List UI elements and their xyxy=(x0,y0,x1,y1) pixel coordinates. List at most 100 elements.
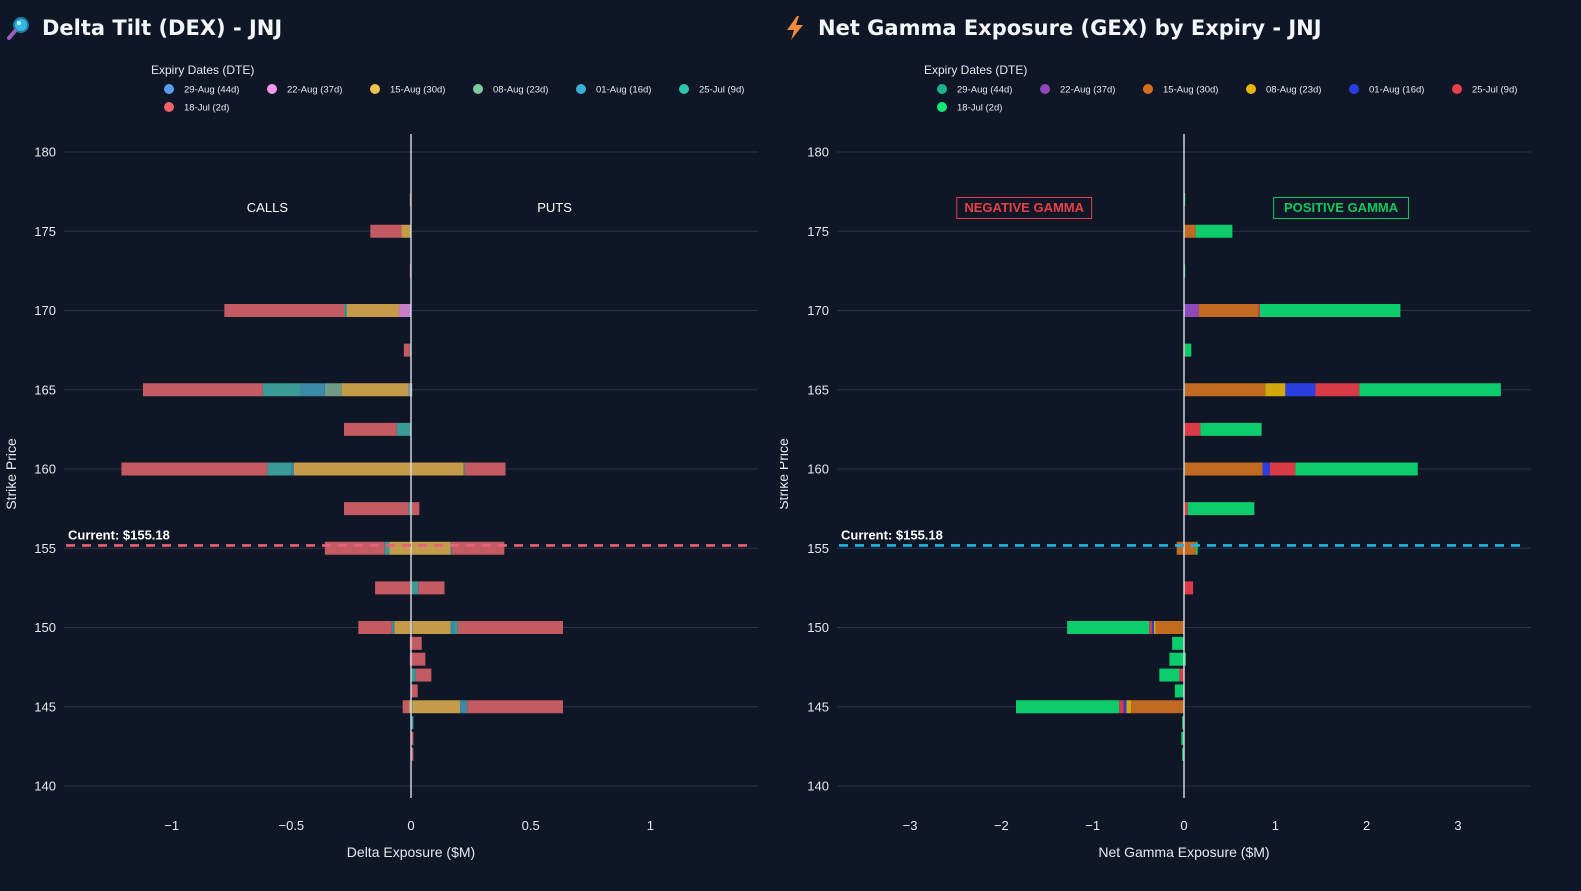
strike-bar-stack[interactable] xyxy=(142,383,413,397)
bar-segment[interactable] xyxy=(403,343,410,357)
bar-segment[interactable] xyxy=(411,502,420,516)
legend-item[interactable]: 25-Jul (9d) xyxy=(1452,84,1517,96)
bar-segment[interactable] xyxy=(262,383,301,397)
bar-segment[interactable] xyxy=(1149,621,1153,634)
bar-segment[interactable] xyxy=(401,224,411,238)
strike-bar-stack[interactable] xyxy=(1184,343,1192,357)
bar-segment[interactable] xyxy=(1172,636,1184,650)
bar-segment[interactable] xyxy=(411,731,414,745)
strike-bar-stack[interactable] xyxy=(1184,581,1194,595)
bar-segment[interactable] xyxy=(343,422,397,436)
legend-item[interactable]: 18-Jul (2d) xyxy=(937,102,1002,114)
strike-bar-stack[interactable] xyxy=(375,581,445,595)
bar-segment[interactable] xyxy=(451,541,505,555)
legend-item[interactable]: 08-Aug (23d) xyxy=(473,84,548,96)
bar-segment[interactable] xyxy=(1184,383,1266,397)
bar-segment[interactable] xyxy=(1184,502,1188,516)
bar-segment[interactable] xyxy=(466,700,468,714)
strike-bar-stack[interactable] xyxy=(411,684,418,698)
bar-segment[interactable] xyxy=(412,621,451,634)
bar-segment[interactable] xyxy=(411,747,414,761)
bar-segment[interactable] xyxy=(1159,668,1180,682)
bar-segment[interactable] xyxy=(1265,383,1286,397)
strike-bar-stack[interactable] xyxy=(1182,716,1184,730)
bar-segment[interactable] xyxy=(415,668,432,682)
bar-segment[interactable] xyxy=(1067,621,1150,634)
bar-segment[interactable] xyxy=(457,621,563,634)
bar-segment[interactable] xyxy=(1184,224,1196,238)
bar-segment[interactable] xyxy=(121,462,268,476)
bar-segment[interactable] xyxy=(1184,343,1192,357)
bar-segment[interactable] xyxy=(375,581,411,595)
legend-item[interactable]: 01-Aug (16d) xyxy=(576,84,651,96)
strike-bar-stack[interactable] xyxy=(1015,700,1184,714)
bar-segment[interactable] xyxy=(1015,700,1120,714)
strike-bar-stack[interactable] xyxy=(224,304,411,317)
bar-segment[interactable] xyxy=(464,462,506,476)
strike-bar-stack[interactable] xyxy=(343,422,411,436)
bar-segment[interactable] xyxy=(358,621,392,634)
gex-chart[interactable]: Expiry Dates (DTE) 29-Aug (44d) 22-Aug (37… xyxy=(780,0,1581,891)
bar-segment[interactable] xyxy=(345,304,347,317)
bar-segment[interactable] xyxy=(341,383,409,397)
strike-bar-stack[interactable] xyxy=(324,541,505,555)
bar-segment[interactable] xyxy=(408,502,411,516)
bar-segment[interactable] xyxy=(411,636,422,650)
bar-segment[interactable] xyxy=(394,621,411,634)
bar-segment[interactable] xyxy=(291,462,294,476)
bar-segment[interactable] xyxy=(411,668,416,682)
bar-segment[interactable] xyxy=(411,652,426,666)
bar-segment[interactable] xyxy=(1126,700,1132,714)
bar-segment[interactable] xyxy=(293,462,411,476)
bar-segment[interactable] xyxy=(1184,541,1196,555)
bar-segment[interactable] xyxy=(411,716,414,730)
strike-bar-stack[interactable] xyxy=(1184,383,1501,397)
bar-segment[interactable] xyxy=(1152,621,1154,634)
legend-item[interactable]: 15-Aug (30d) xyxy=(370,84,445,96)
dex-chart[interactable]: Expiry Dates (DTE) 29-Aug (44d) 22-Aug (37… xyxy=(0,0,780,891)
bar-segment[interactable] xyxy=(142,383,263,397)
bar-segment[interactable] xyxy=(391,621,395,634)
strike-bar-stack[interactable] xyxy=(1182,747,1184,761)
bar-segment[interactable] xyxy=(1285,383,1316,397)
bar-segment[interactable] xyxy=(1153,621,1156,634)
bar-segment[interactable] xyxy=(396,422,411,436)
bar-segment[interactable] xyxy=(411,541,451,555)
bar-segment[interactable] xyxy=(1184,304,1199,317)
bar-segment[interactable] xyxy=(1184,581,1194,595)
strike-bar-stack[interactable] xyxy=(402,700,563,714)
bar-segment[interactable] xyxy=(402,700,409,714)
bar-segment[interactable] xyxy=(1195,224,1233,238)
strike-bar-stack[interactable] xyxy=(411,668,432,682)
bar-segment[interactable] xyxy=(408,383,411,397)
bar-segment[interactable] xyxy=(450,541,452,555)
strike-bar-stack[interactable] xyxy=(1184,502,1255,516)
strike-bar-stack[interactable] xyxy=(1067,621,1184,634)
bar-segment[interactable] xyxy=(411,462,464,476)
bar-segment[interactable] xyxy=(408,700,411,714)
bar-segment[interactable] xyxy=(1181,731,1184,745)
legend-item[interactable]: 25-Jul (9d) xyxy=(679,84,744,96)
bar-segment[interactable] xyxy=(1359,383,1501,397)
bar-segment[interactable] xyxy=(1184,422,1201,436)
bar-segment[interactable] xyxy=(1195,541,1198,555)
bar-segment[interactable] xyxy=(384,541,390,555)
legend-item[interactable]: 22-Aug (37d) xyxy=(267,84,342,96)
bar-segment[interactable] xyxy=(1259,304,1401,317)
strike-bar-stack[interactable] xyxy=(1176,541,1198,555)
strike-bar-stack[interactable] xyxy=(411,716,414,730)
strike-bar-stack[interactable] xyxy=(1159,668,1184,682)
strike-bar-stack[interactable] xyxy=(1184,304,1401,317)
strike-bar-stack[interactable] xyxy=(1174,684,1184,698)
bar-segment[interactable] xyxy=(267,462,292,476)
bar-segment[interactable] xyxy=(1123,700,1127,714)
bar-segment[interactable] xyxy=(467,700,563,714)
strike-bar-stack[interactable] xyxy=(1184,422,1262,436)
bar-segment[interactable] xyxy=(1169,652,1186,666)
bar-segment[interactable] xyxy=(1179,668,1184,682)
strike-bar-stack[interactable] xyxy=(1169,652,1186,666)
bar-segment[interactable] xyxy=(1182,747,1184,761)
strike-bar-stack[interactable] xyxy=(409,652,426,666)
bar-segment[interactable] xyxy=(324,383,342,397)
bar-segment[interactable] xyxy=(1269,462,1296,476)
